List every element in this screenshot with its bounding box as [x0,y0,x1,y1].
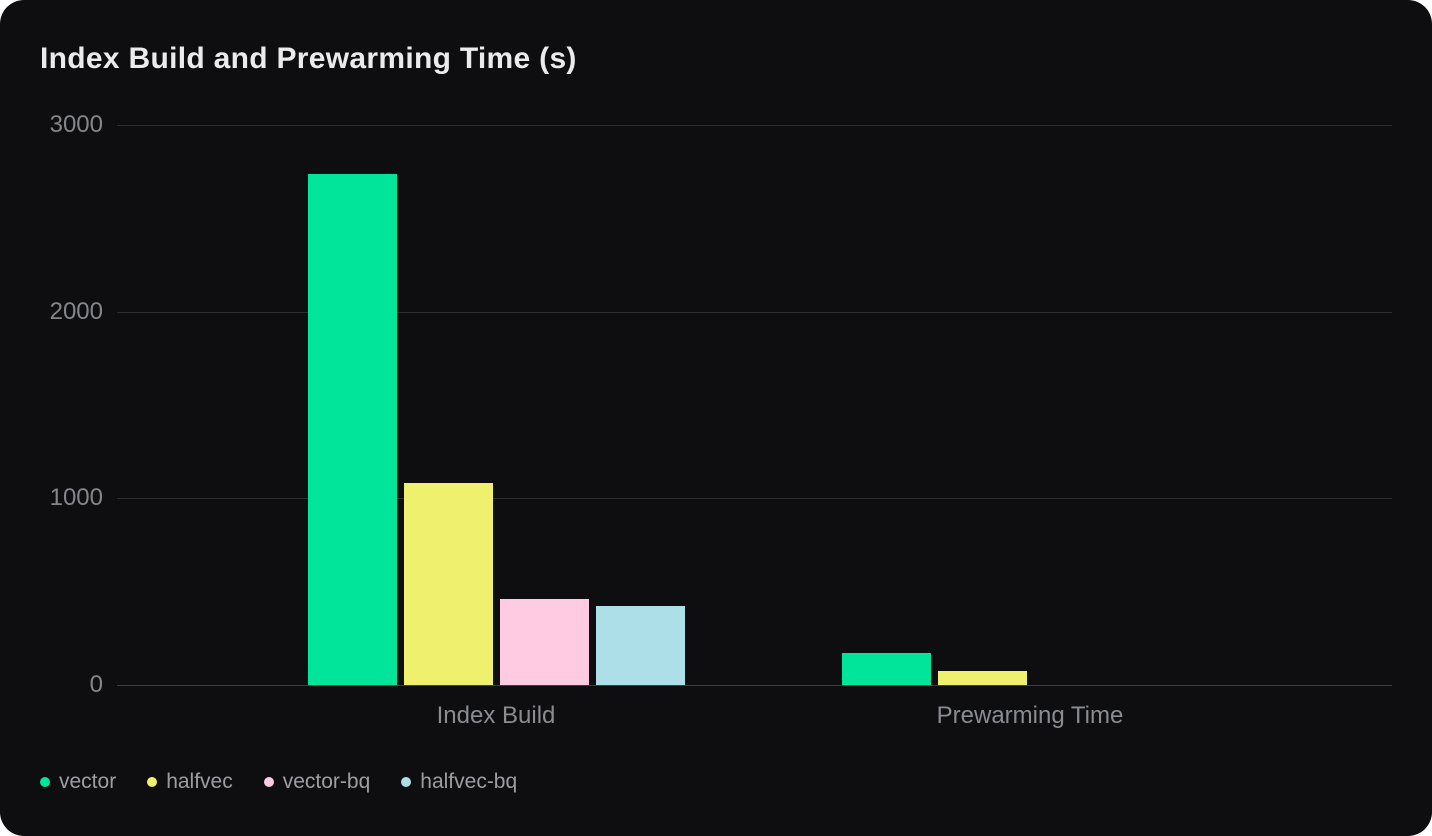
y-axis-tick-1000: 1000 [49,484,103,512]
legend-dot-halfvec [147,777,158,787]
legend-label-vector: vector [59,770,117,793]
legend-dot-vector-bq [263,777,274,787]
legend-label-halfvec-bq: halfvec-bq [420,770,518,793]
plot-area: 3000 2000 1000 0 Index Build Prewarming Time [50,111,1392,729]
gridline-3000 [117,125,1392,126]
chart-title: Index Build and Prewarming Time (s) [40,42,577,75]
legend-item-halfvec-bq[interactable]: halfvec-bq [401,770,517,794]
y-axis-tick-3000: 3000 [49,111,103,138]
bar-halfvec-index-build[interactable] [403,483,493,685]
bar-halfvec-prewarming-time[interactable] [937,670,1027,685]
legend-label-vector-bq: vector-bq [282,770,371,793]
bar-vector-prewarming-time[interactable] [841,653,931,685]
y-axis-tick-0: 0 [89,671,103,698]
legend-label-halfvec: halfvec [166,770,233,793]
legend: vector halfvec vector-bq halfvec-bq [40,770,517,794]
legend-item-vector[interactable]: vector [40,770,116,794]
gridline-0 [117,685,1392,686]
bar-vector-index-build[interactable] [307,174,397,685]
bar-halfvec-bq-index-build[interactable] [595,605,685,685]
bar-vector-bq-index-build[interactable] [499,599,589,685]
gridline-2000 [117,311,1392,313]
legend-dot-vector [40,777,50,787]
legend-item-halfvec[interactable]: halfvec [147,770,233,794]
y-axis-tick-2000: 2000 [49,297,103,325]
legend-item-vector-bq[interactable]: vector-bq [263,770,371,794]
legend-dot-halfvec-bq [401,777,412,787]
gridline-1000 [117,498,1392,500]
x-axis-label-prewarming-time: Prewarming Time [936,702,1124,729]
x-axis-label-index-build: Index Build [436,702,556,729]
